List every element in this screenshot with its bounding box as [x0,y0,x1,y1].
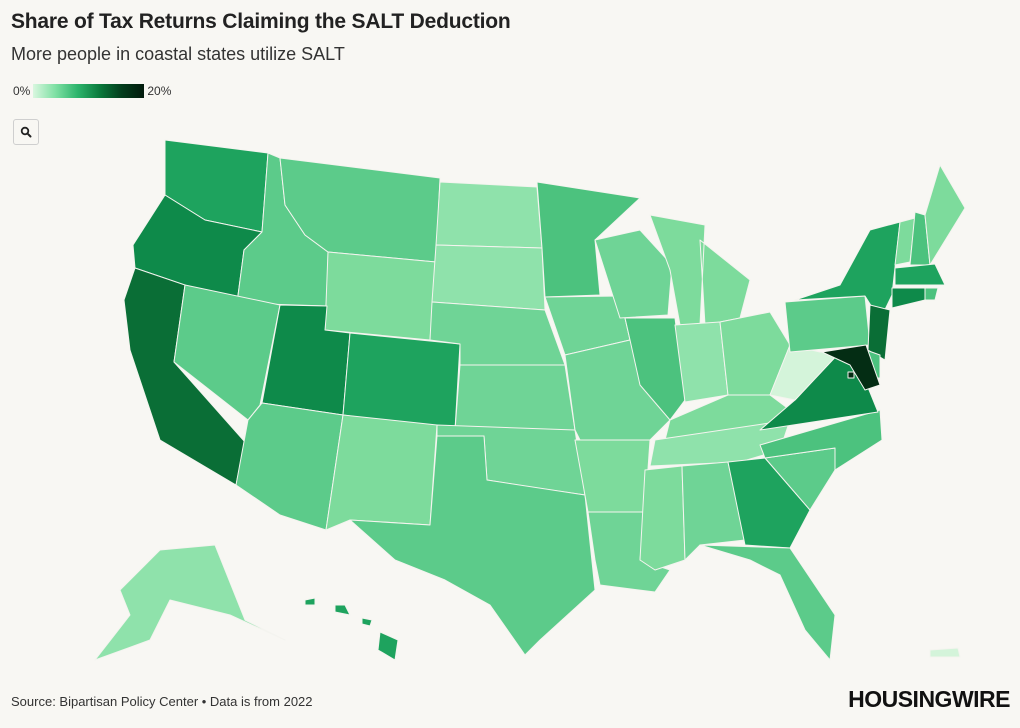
state-ms[interactable] [639,465,686,571]
chart-title: Share of Tax Returns Claiming the SALT D… [11,10,511,33]
state-fl[interactable] [699,544,836,661]
state-sd[interactable] [431,244,546,311]
state-md[interactable] [821,344,881,391]
state-nc[interactable] [759,409,883,471]
state-pr[interactable] [929,647,961,658]
legend-max-label: 20% [147,84,172,98]
state-ks[interactable] [454,364,576,431]
state-ga[interactable] [727,457,811,549]
state-nm[interactable] [325,414,438,531]
state-ak[interactable] [94,544,286,661]
legend-min-label: 0% [13,84,31,98]
state-pa[interactable] [784,295,871,353]
search-icon [20,126,32,138]
state-ar[interactable] [574,439,651,513]
state-co[interactable] [342,332,461,431]
legend-gradient-bar [33,84,145,98]
housingwire-logo: HOUSINGWIRE [848,686,1010,712]
state-me[interactable] [924,164,966,266]
state-dc[interactable] [847,371,855,379]
zoom-search-button[interactable] [13,119,39,145]
color-legend: 0% 20% [13,82,171,100]
state-nd[interactable] [435,181,543,249]
state-al[interactable] [681,461,746,561]
state-nj[interactable] [867,304,891,361]
state-wy[interactable] [324,251,437,341]
state-ma[interactable] [894,263,946,286]
state-ri[interactable] [924,287,939,301]
state-az[interactable] [235,402,344,531]
state-in[interactable] [674,321,729,403]
source-note: Source: Bipartisan Policy Center • Data … [11,694,313,709]
state-tx[interactable] [349,435,596,656]
state-wi[interactable] [594,229,673,319]
state-hi[interactable] [304,597,399,661]
state-mn[interactable] [536,181,641,298]
state-ct[interactable] [891,287,926,309]
chart-subtitle: More people in coastal states utilize SA… [11,44,345,64]
